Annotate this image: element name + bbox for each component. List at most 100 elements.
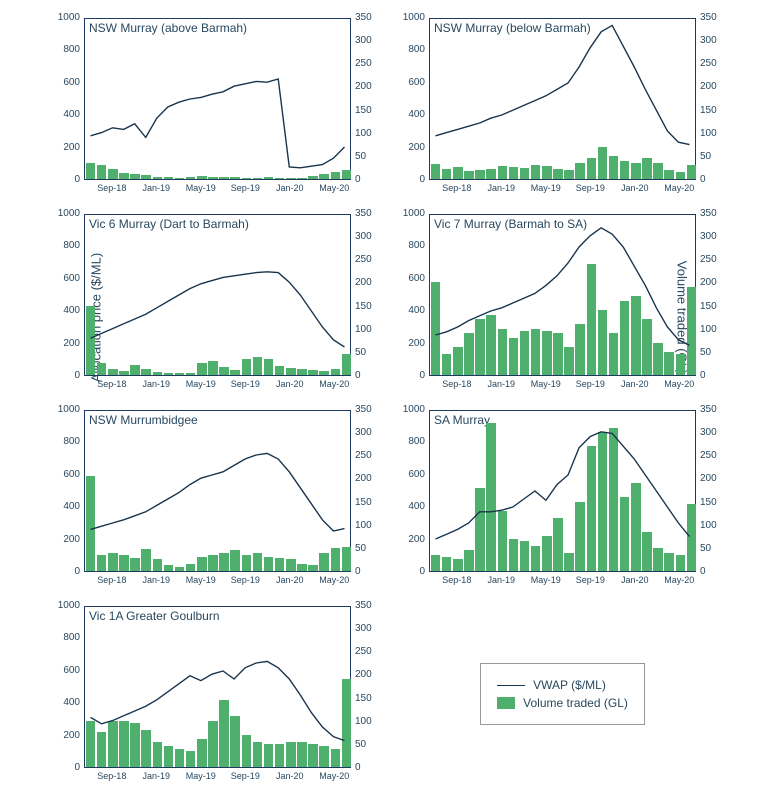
y-right-tick: 150 bbox=[700, 105, 730, 116]
vwap-line bbox=[91, 661, 345, 740]
y-right-tick: 0 bbox=[700, 370, 730, 381]
vwap-line bbox=[436, 432, 690, 539]
y-right-tick: 150 bbox=[355, 693, 385, 704]
x-tick: Sep-19 bbox=[231, 771, 260, 781]
chart-panel: NSW Murrumbidgee020040060080010000501001… bbox=[50, 402, 385, 594]
line-layer bbox=[430, 411, 695, 571]
x-tick: May-20 bbox=[664, 379, 694, 389]
x-tick: Jan-19 bbox=[488, 183, 516, 193]
y-left-tick: 1000 bbox=[50, 208, 80, 219]
y-left-tick: 800 bbox=[395, 240, 425, 251]
chart-panel: SA Murray0200400600800100005010015020025… bbox=[395, 402, 730, 594]
y-left-tick: 0 bbox=[395, 370, 425, 381]
x-tick: Sep-19 bbox=[231, 379, 260, 389]
y-right-tick: 50 bbox=[355, 739, 385, 750]
vwap-line bbox=[91, 453, 345, 531]
y-left-tick: 200 bbox=[50, 534, 80, 545]
legend-box-swatch bbox=[497, 697, 515, 709]
y-left-tick: 600 bbox=[50, 469, 80, 480]
line-layer bbox=[430, 215, 695, 375]
line-layer bbox=[85, 215, 350, 375]
y-left-tick: 0 bbox=[395, 174, 425, 185]
y-right-tick: 0 bbox=[700, 174, 730, 185]
y-right-tick: 300 bbox=[700, 35, 730, 46]
y-right-tick: 50 bbox=[700, 347, 730, 358]
y-right-tick: 350 bbox=[355, 12, 385, 23]
x-tick: Sep-18 bbox=[97, 379, 126, 389]
y-right-tick: 250 bbox=[700, 58, 730, 69]
y-right-tick: 250 bbox=[700, 450, 730, 461]
y-right-tick: 250 bbox=[355, 646, 385, 657]
legend: VWAP ($/ML) Volume traded (GL) bbox=[480, 663, 645, 725]
y-left-tick: 0 bbox=[395, 566, 425, 577]
y-right-tick: 100 bbox=[700, 324, 730, 335]
y-left-tick: 800 bbox=[50, 632, 80, 643]
y-right-tick: 350 bbox=[355, 600, 385, 611]
y-left-tick: 600 bbox=[395, 77, 425, 88]
y-left-tick: 200 bbox=[395, 534, 425, 545]
y-left-tick: 0 bbox=[50, 762, 80, 773]
x-tick: May-19 bbox=[186, 771, 216, 781]
y-left-tick: 0 bbox=[50, 174, 80, 185]
x-tick: May-19 bbox=[531, 575, 561, 585]
y-right-tick: 250 bbox=[355, 450, 385, 461]
y-left-tick: 400 bbox=[395, 501, 425, 512]
y-left-tick: 200 bbox=[50, 730, 80, 741]
y-right-tick: 200 bbox=[700, 277, 730, 288]
y-right-tick: 100 bbox=[355, 324, 385, 335]
y-right-tick: 300 bbox=[355, 623, 385, 634]
y-right-tick: 250 bbox=[700, 254, 730, 265]
x-tick: May-20 bbox=[319, 379, 349, 389]
y-right-tick: 200 bbox=[700, 473, 730, 484]
y-right-tick: 350 bbox=[355, 404, 385, 415]
legend-label: VWAP ($/ML) bbox=[533, 678, 606, 692]
chart-panel: Vic 1A Greater Goulburn02004006008001000… bbox=[50, 598, 385, 790]
x-tick: May-19 bbox=[531, 183, 561, 193]
y-right-tick: 300 bbox=[355, 35, 385, 46]
legend-row: VWAP ($/ML) bbox=[497, 678, 628, 692]
x-tick: May-20 bbox=[319, 771, 349, 781]
x-tick: Sep-19 bbox=[576, 379, 605, 389]
chart-panel: Vic 7 Murray (Barmah to SA)0200400600800… bbox=[395, 206, 730, 398]
y-right-tick: 150 bbox=[355, 497, 385, 508]
y-right-tick: 200 bbox=[355, 473, 385, 484]
y-left-tick: 1000 bbox=[395, 208, 425, 219]
legend-label: Volume traded (GL) bbox=[523, 696, 628, 710]
y-left-tick: 200 bbox=[50, 142, 80, 153]
y-left-tick: 1000 bbox=[395, 12, 425, 23]
x-tick: May-20 bbox=[319, 575, 349, 585]
chart-panel: NSW Murray (below Barmah)020040060080010… bbox=[395, 10, 730, 202]
y-right-tick: 50 bbox=[355, 543, 385, 554]
chart-frame: Vic 1A Greater Goulburn bbox=[84, 606, 351, 768]
y-right-tick: 200 bbox=[355, 81, 385, 92]
x-tick: Sep-19 bbox=[576, 575, 605, 585]
y-left-tick: 0 bbox=[50, 370, 80, 381]
y-right-tick: 100 bbox=[355, 716, 385, 727]
y-right-tick: 150 bbox=[700, 497, 730, 508]
legend-row: Volume traded (GL) bbox=[497, 696, 628, 710]
x-tick: Sep-19 bbox=[576, 183, 605, 193]
y-right-tick: 50 bbox=[700, 543, 730, 554]
x-tick: Sep-19 bbox=[231, 183, 260, 193]
y-right-tick: 150 bbox=[700, 301, 730, 312]
line-layer bbox=[85, 607, 350, 767]
x-tick: Jan-20 bbox=[276, 183, 304, 193]
x-tick: Sep-19 bbox=[231, 575, 260, 585]
x-tick: Sep-18 bbox=[97, 575, 126, 585]
x-tick: May-20 bbox=[664, 183, 694, 193]
x-tick: Jan-20 bbox=[621, 379, 649, 389]
x-tick: Jan-19 bbox=[143, 771, 171, 781]
x-tick: May-19 bbox=[531, 379, 561, 389]
y-left-tick: 600 bbox=[395, 469, 425, 480]
x-tick: Jan-19 bbox=[488, 379, 516, 389]
y-left-tick: 200 bbox=[395, 142, 425, 153]
y-right-tick: 0 bbox=[355, 370, 385, 381]
y-left-tick: 400 bbox=[50, 697, 80, 708]
y-right-tick: 100 bbox=[700, 520, 730, 531]
y-right-tick: 200 bbox=[355, 277, 385, 288]
y-right-tick: 0 bbox=[355, 174, 385, 185]
y-right-tick: 50 bbox=[355, 347, 385, 358]
y-right-tick: 350 bbox=[355, 208, 385, 219]
chart-frame: Vic 6 Murray (Dart to Barmah) bbox=[84, 214, 351, 376]
chart-frame: NSW Murrumbidgee bbox=[84, 410, 351, 572]
